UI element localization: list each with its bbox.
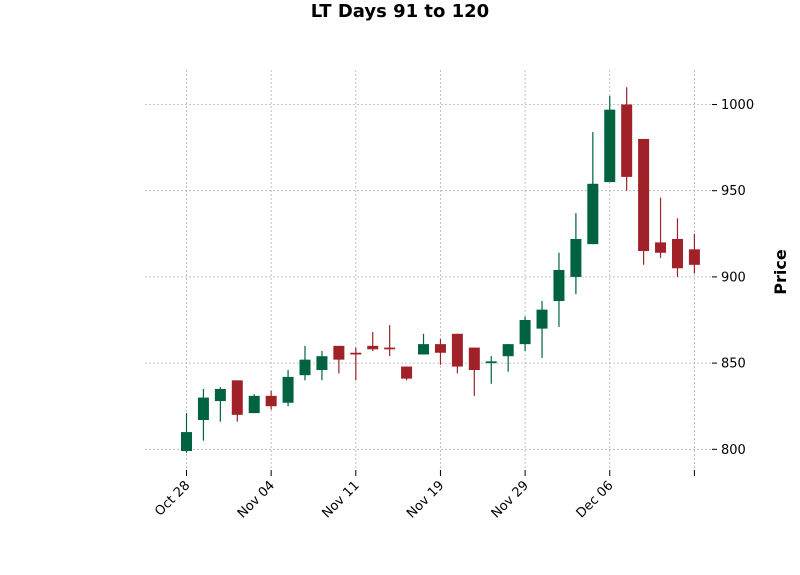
- candle-body: [655, 242, 667, 253]
- candle-body: [621, 104, 633, 177]
- candle: [570, 213, 582, 295]
- candle: [181, 413, 192, 453]
- candle: [502, 344, 514, 372]
- x-tick-label: Nov 29: [489, 478, 532, 521]
- candle-body: [451, 333, 463, 367]
- candle-body: [401, 366, 413, 379]
- candles: [181, 87, 700, 453]
- candle: [282, 370, 294, 407]
- candle-body: [519, 320, 531, 345]
- candle-body: [384, 347, 396, 350]
- candle: [519, 316, 531, 352]
- candle: [587, 132, 599, 245]
- candle: [434, 338, 446, 365]
- candle-body: [638, 138, 650, 252]
- candle-body: [299, 359, 311, 376]
- axes: 800 850 900 950 1000 Oct 28 Nov 04 Nov 11 Nov 19…: [152, 98, 754, 521]
- candle: [688, 233, 700, 274]
- candle: [553, 252, 565, 327]
- x-tick-label: Nov 04: [235, 478, 278, 521]
- candle: [621, 87, 633, 191]
- candle-body: [214, 388, 226, 402]
- x-tick-label: Dec 06: [574, 478, 617, 521]
- candle-body: [553, 270, 565, 302]
- candle-body: [367, 345, 379, 350]
- candle-body: [485, 361, 497, 364]
- x-tick-label: Nov 11: [319, 478, 362, 521]
- candle-body: [265, 395, 277, 407]
- candle-body: [333, 345, 345, 360]
- candle: [265, 390, 277, 410]
- candle-body: [536, 309, 548, 329]
- candle: [367, 332, 379, 352]
- candle: [485, 356, 497, 384]
- y-tick-label: 950: [721, 184, 746, 199]
- candle-body: [434, 344, 446, 353]
- candle: [350, 347, 362, 381]
- candle: [451, 333, 463, 374]
- candle-body: [248, 395, 260, 414]
- y-axis-label: Price: [771, 249, 790, 295]
- candle: [418, 333, 430, 355]
- candle-body: [604, 109, 616, 183]
- candle-body: [181, 432, 192, 452]
- chart-title: LT Days 91 to 120: [311, 1, 489, 22]
- candle-body: [688, 249, 700, 265]
- candle: [197, 388, 209, 441]
- candle-body: [282, 376, 294, 403]
- candle-body: [570, 238, 582, 277]
- candle-body: [231, 380, 243, 415]
- candle: [638, 138, 650, 265]
- candle: [248, 394, 260, 414]
- y-tick-label: 800: [721, 443, 746, 458]
- candle-body: [587, 183, 599, 245]
- y-tick-label: 900: [721, 270, 746, 285]
- candle-body: [502, 344, 514, 357]
- candle: [401, 366, 413, 381]
- y-tick-label: 1000: [721, 98, 754, 113]
- candle-body: [418, 344, 430, 355]
- candle: [655, 197, 667, 258]
- candle-body: [671, 238, 683, 269]
- candle-body: [350, 352, 362, 355]
- candle: [671, 218, 683, 277]
- candle: [316, 351, 328, 381]
- candle: [214, 387, 226, 422]
- candle-body: [316, 356, 328, 370]
- x-tick-label: Oct 28: [152, 478, 193, 519]
- candle: [604, 95, 616, 183]
- x-tick-label: Nov 19: [404, 478, 447, 521]
- grid-lines: [145, 70, 712, 470]
- candle: [299, 345, 311, 381]
- candle: [468, 347, 480, 396]
- candle: [536, 301, 548, 358]
- candle: [333, 345, 345, 374]
- candle-body: [468, 347, 480, 370]
- candle-body: [197, 397, 209, 420]
- y-tick-label: 850: [721, 357, 746, 372]
- candle: [384, 325, 396, 357]
- candle: [231, 380, 243, 422]
